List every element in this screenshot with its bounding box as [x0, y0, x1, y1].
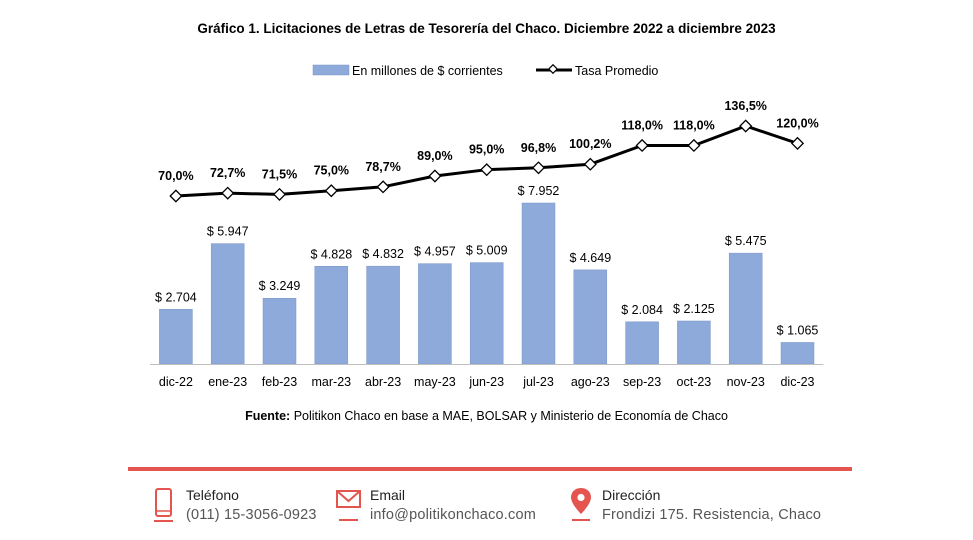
bar-value-label: $ 2.704 [155, 290, 197, 304]
source-note: Fuente: Politikon Chaco en base a MAE, B… [0, 409, 973, 423]
phone-value: (011) 15-3056-0923 [186, 507, 317, 523]
rate-value-label: 89,0% [417, 149, 452, 163]
combo-chart: En millones de $ corrientes Tasa Promedio… [150, 63, 824, 389]
rate-value-label: 100,2% [569, 137, 611, 151]
bar-sep-23 [625, 321, 659, 365]
rate-point-abr-23 [376, 180, 390, 194]
rate-value-label: 96,8% [521, 141, 556, 155]
email-value[interactable]: info@politikonchaco.com [370, 507, 537, 523]
legend-line-label: Tasa Promedio [575, 64, 658, 78]
envelope-icon [336, 490, 361, 521]
rate-point-ago-23 [583, 157, 597, 171]
rate-point-dic-23 [790, 136, 805, 150]
rate-value-label: 120,0% [776, 116, 818, 130]
rate-point-jul-23 [531, 161, 546, 175]
rate-value-label: 118,0% [621, 118, 663, 132]
bar-value-label: $ 3.249 [259, 279, 301, 293]
rate-line [175, 124, 798, 198]
rate-point-jun-23 [480, 163, 494, 177]
footer-divider [128, 467, 852, 471]
rate-value-label: 72,7% [210, 166, 245, 180]
chart-title: Gráfico 1. Licitaciones de Letras de Tes… [0, 21, 973, 36]
rate-value-label: 75,0% [314, 164, 349, 178]
legend-bar-label: En millones de $ corrientes [352, 64, 503, 78]
x-tick-label: oct-23 [677, 375, 712, 389]
bar-value-label: $ 2.084 [621, 303, 663, 317]
source-text: Politikon Chaco en base a MAE, BOLSAR y … [293, 409, 728, 423]
contact-address: Dirección Frondizi 175. Resistencia, Cha… [568, 486, 821, 526]
bar-ago-23 [573, 269, 608, 365]
bar-jul-23 [521, 202, 556, 365]
x-tick-label: jun-23 [468, 375, 504, 389]
legend-bar-swatch [312, 64, 350, 76]
bar-value-label: $ 4.832 [362, 247, 404, 261]
rate-value-label: 136,5% [724, 99, 766, 113]
bar-value-label: $ 4.828 [310, 247, 352, 261]
bar-value-label: $ 5.009 [466, 244, 508, 258]
rate-point-feb-23 [272, 187, 287, 201]
rate-value-label: 70,0% [158, 169, 193, 183]
contact-phone: Teléfono (011) 15-3056-0923 [152, 486, 317, 526]
legend-line-marker [547, 63, 559, 75]
bar-dic-23 [780, 342, 815, 365]
x-tick-label: abr-23 [365, 375, 401, 389]
rate-value-label: 118,0% [673, 118, 715, 132]
address-value: Frondizi 175. Resistencia, Chaco [602, 507, 822, 523]
x-tick-label: may-23 [414, 375, 456, 389]
bar-dic-22 [159, 309, 193, 365]
rate-point-ene-23 [221, 186, 235, 200]
rate-point-sep-23 [635, 138, 649, 153]
phone-icon [154, 488, 173, 522]
bar-ene-23 [210, 243, 245, 365]
rate-point-oct-23 [687, 138, 701, 153]
contact-email: Email info@politikonchaco.com [336, 486, 536, 526]
bar-abr-23 [366, 265, 400, 365]
rate-value-label: 78,7% [365, 160, 400, 174]
rate-point-may-23 [428, 169, 442, 183]
bar-may-23 [418, 263, 452, 365]
x-tick-label: dic-22 [159, 375, 193, 389]
bar-value-label: $ 5.947 [207, 225, 249, 239]
location-pin-icon [571, 488, 591, 521]
email-label: Email [370, 487, 406, 503]
bar-value-label: $ 5.475 [725, 234, 767, 248]
bar-value-label: $ 4.957 [414, 245, 456, 259]
bar-value-label: $ 2.125 [673, 302, 715, 316]
x-tick-label: dic-23 [780, 375, 814, 389]
rate-value-label: 71,5% [262, 167, 297, 181]
bar-oct-23 [677, 320, 711, 365]
bar-value-label: $ 4.649 [569, 251, 611, 265]
x-tick-label: feb-23 [262, 375, 297, 389]
bar-value-label: $ 7.952 [518, 184, 560, 198]
x-tick-label: ene-23 [208, 375, 247, 389]
phone-label: Teléfono [186, 487, 239, 503]
rate-point-dic-22 [169, 189, 183, 203]
chart-title-prefix: Gráfico 1. [197, 21, 260, 36]
rate-point-nov-23 [739, 119, 753, 133]
bar-feb-23 [262, 297, 297, 365]
bar-value-label: $ 1.065 [777, 323, 819, 337]
rate-point-mar-23 [324, 184, 338, 198]
x-tick-label: nov-23 [727, 375, 765, 389]
rate-value-label: 95,0% [469, 143, 504, 157]
bar-mar-23 [314, 266, 349, 365]
bar-nov-23 [728, 252, 763, 365]
bar-jun-23 [469, 262, 504, 365]
x-tick-label: mar-23 [312, 375, 352, 389]
source-label: Fuente: [245, 409, 291, 423]
chart-title-text: Licitaciones de Letras de Tesorería del … [263, 21, 776, 36]
x-tick-label: ago-23 [571, 375, 610, 389]
address-label: Dirección [602, 487, 661, 503]
x-tick-label: jul-23 [522, 375, 554, 389]
x-tick-label: sep-23 [623, 375, 661, 389]
